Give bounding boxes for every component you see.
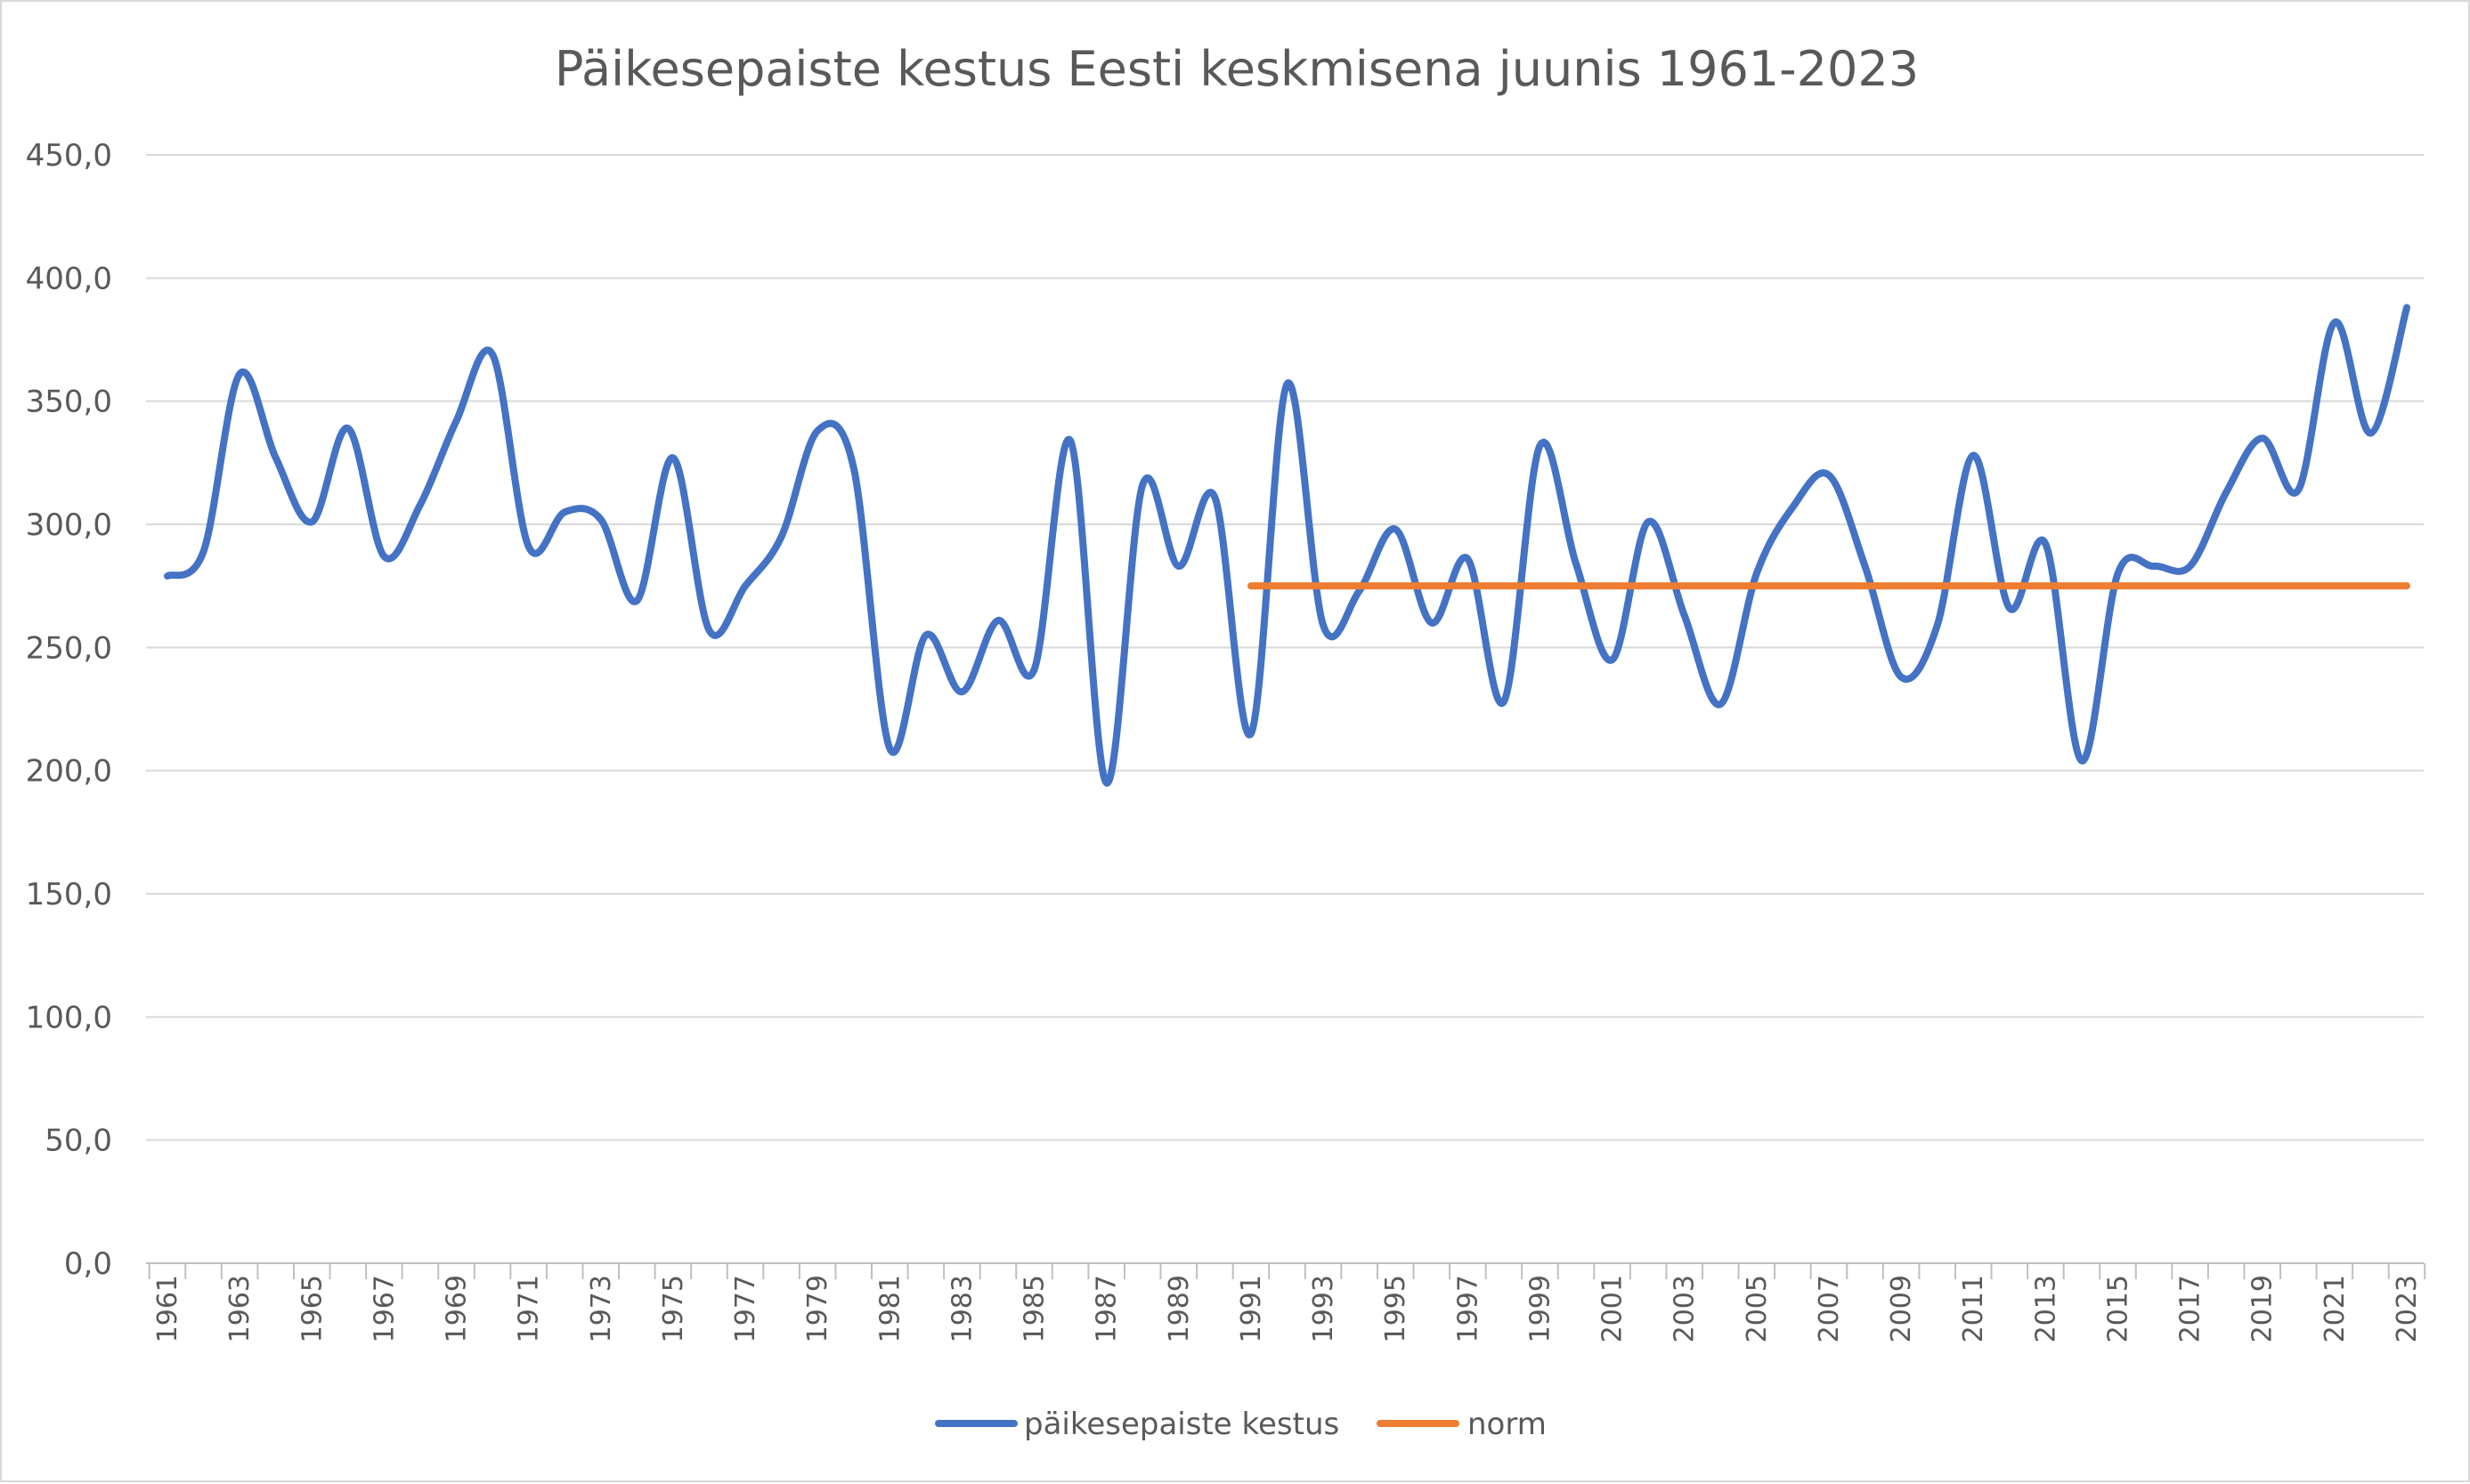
x-tick-label: 2017	[2175, 1275, 2206, 1342]
x-tick-label: 2005	[1742, 1275, 1773, 1342]
x-tick-label: 1973	[586, 1275, 617, 1342]
x-tick-label: 2015	[2102, 1275, 2133, 1342]
x-tick-label: 1995	[1380, 1275, 1411, 1342]
x-tick-label: 1969	[442, 1275, 473, 1342]
x-tick-label: 1967	[369, 1275, 400, 1342]
x-tick-label: 1981	[874, 1275, 906, 1342]
legend-label: päikesepaiste kestus	[1024, 1407, 1339, 1442]
x-tick-label: 1997	[1452, 1275, 1483, 1342]
x-tick-label: 2013	[2030, 1275, 2061, 1342]
gridlines	[146, 154, 2424, 1141]
x-tick-label: 1977	[730, 1275, 761, 1342]
x-tick-label: 1989	[1164, 1275, 1195, 1342]
y-tick-label: 250,0	[26, 630, 112, 666]
y-tick-label: 100,0	[26, 1000, 112, 1035]
legend-label: norm	[1467, 1407, 1547, 1442]
x-tick-label: 2011	[1958, 1275, 1989, 1342]
y-tick-label: 50,0	[45, 1123, 112, 1159]
x-tick-label: 1975	[658, 1275, 689, 1342]
x-tick-label: 1979	[802, 1275, 833, 1342]
x-tick-label: 1971	[514, 1275, 545, 1342]
x-tick-label: 1961	[152, 1275, 183, 1342]
x-tick-label: 2003	[1670, 1275, 1701, 1342]
x-tick-label: 2023	[2392, 1275, 2423, 1342]
y-tick-label: 350,0	[26, 385, 112, 420]
y-tick-label: 450,0	[26, 138, 112, 174]
x-axis: 1961 1963 1965 1967 1969 1971 1973 1975 1977 1979…	[146, 1262, 2426, 1342]
y-tick-label: 300,0	[26, 507, 112, 543]
x-tick-label: 2001	[1597, 1275, 1629, 1342]
x-tick-label: 1965	[297, 1275, 328, 1342]
x-tick-label: 1993	[1308, 1275, 1339, 1342]
x-tick-label: 1991	[1236, 1275, 1267, 1342]
x-tick-label: 1999	[1524, 1275, 1556, 1342]
x-tick-label: 2019	[2247, 1275, 2279, 1342]
x-tick-label: 2021	[2320, 1275, 2351, 1342]
x-tick-label: 2009	[1886, 1275, 1917, 1342]
x-tick-label: 1963	[224, 1275, 256, 1342]
y-tick-label: 200,0	[26, 754, 112, 790]
y-tick-label: 150,0	[26, 877, 112, 912]
series-lines	[164, 304, 2410, 787]
chart-title: Päikesepaiste kestus Eesti keskmisena ju…	[555, 41, 1919, 97]
y-tick-label: 0,0	[64, 1246, 112, 1282]
x-tick-label: 1987	[1092, 1275, 1123, 1342]
x-tick-label: 1985	[1020, 1275, 1051, 1342]
x-tick-label: 2007	[1814, 1275, 1845, 1342]
y-tick-label: 400,0	[26, 261, 112, 296]
legend: päikesepaiste kestus norm	[935, 1407, 1547, 1442]
y-axis-tick-labels: 0,0 50,0 100,0 150,0 200,0 250,0 300,0 350,0 400…	[26, 138, 112, 1282]
series-line-paikesepaiste-kestus	[164, 304, 2410, 787]
x-tick-label: 1983	[947, 1275, 978, 1342]
